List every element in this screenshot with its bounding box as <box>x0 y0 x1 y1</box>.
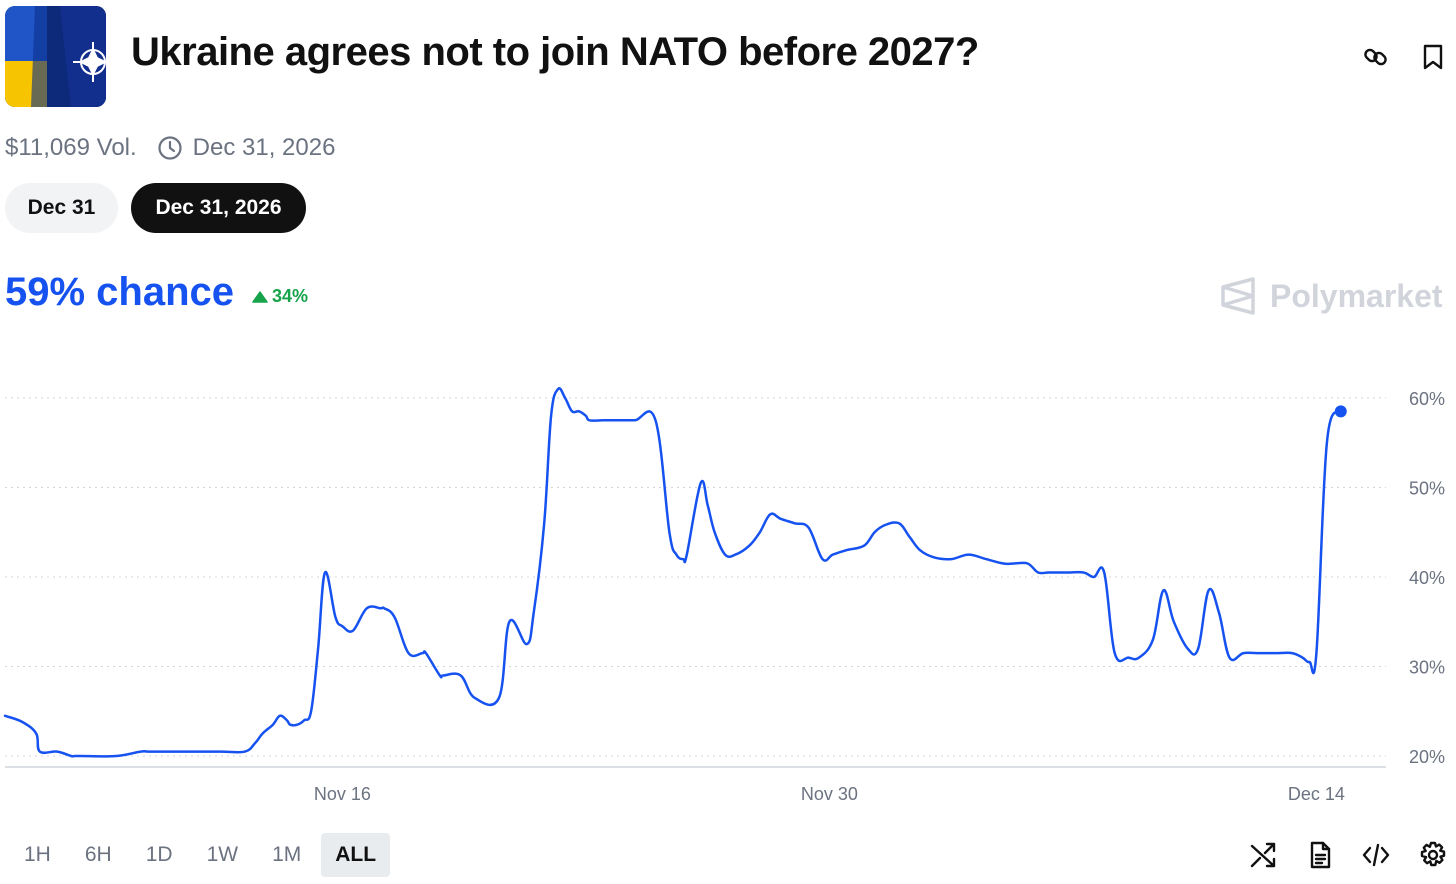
chance-value: 59% chance <box>5 270 235 314</box>
y-tick-label: 30% <box>1409 658 1445 678</box>
range-1h[interactable]: 1H <box>24 843 51 866</box>
end-date-text: Dec 31, 2026 <box>192 134 336 161</box>
shuffle-icon[interactable] <box>1248 840 1278 870</box>
polymarket-logo <box>1221 277 1255 315</box>
range-all[interactable]: ALL <box>321 833 391 877</box>
clock-icon <box>157 135 183 161</box>
brand-name: Polymarket <box>1270 277 1443 314</box>
bookmark-icon[interactable] <box>1418 42 1448 72</box>
latest-point-marker <box>1334 405 1347 418</box>
volume-text: $11,069 Vol. <box>5 134 137 161</box>
date-pill-dec-31-2026[interactable]: Dec 31, 2026 <box>131 183 306 233</box>
range-1w[interactable]: 1W <box>206 843 239 866</box>
x-tick-label: Nov 30 <box>801 784 858 804</box>
link-icon[interactable] <box>1361 42 1391 72</box>
settings-icon[interactable] <box>1418 840 1448 870</box>
y-tick-label: 20% <box>1409 747 1445 767</box>
document-icon[interactable] <box>1305 840 1335 870</box>
date-pill-dec-31[interactable]: Dec 31 <box>5 183 118 233</box>
triangle-up-icon <box>252 290 268 303</box>
market-thumbnail <box>5 6 106 107</box>
series-line <box>3 387 1343 758</box>
x-tick-label: Dec 14 <box>1288 784 1345 804</box>
time-range-selector: 1H 6H 1D 1W 1M ALL <box>10 833 396 877</box>
change-badge: 34% <box>252 286 308 307</box>
code-icon[interactable] <box>1361 840 1391 870</box>
range-1m[interactable]: 1M <box>272 843 302 866</box>
market-meta: $11,069 Vol. Dec 31, 2026 <box>5 134 335 162</box>
range-1d[interactable]: 1D <box>145 843 173 866</box>
price-chart: 20% 30% 40% 50% 60% Nov 16 Nov 30 Dec 14 <box>3 387 1445 804</box>
change-value: 34% <box>272 286 309 306</box>
market-title: Ukraine agrees not to join NATO before 2… <box>131 30 979 74</box>
ukraine-nato-flags-image <box>5 6 106 107</box>
y-tick-label: 60% <box>1409 389 1445 409</box>
range-6h[interactable]: 6H <box>84 843 112 866</box>
y-tick-label: 50% <box>1409 478 1445 498</box>
polymarket-brand: Polymarket <box>1220 276 1443 316</box>
y-tick-label: 40% <box>1409 568 1445 588</box>
x-tick-label: Nov 16 <box>314 784 371 804</box>
